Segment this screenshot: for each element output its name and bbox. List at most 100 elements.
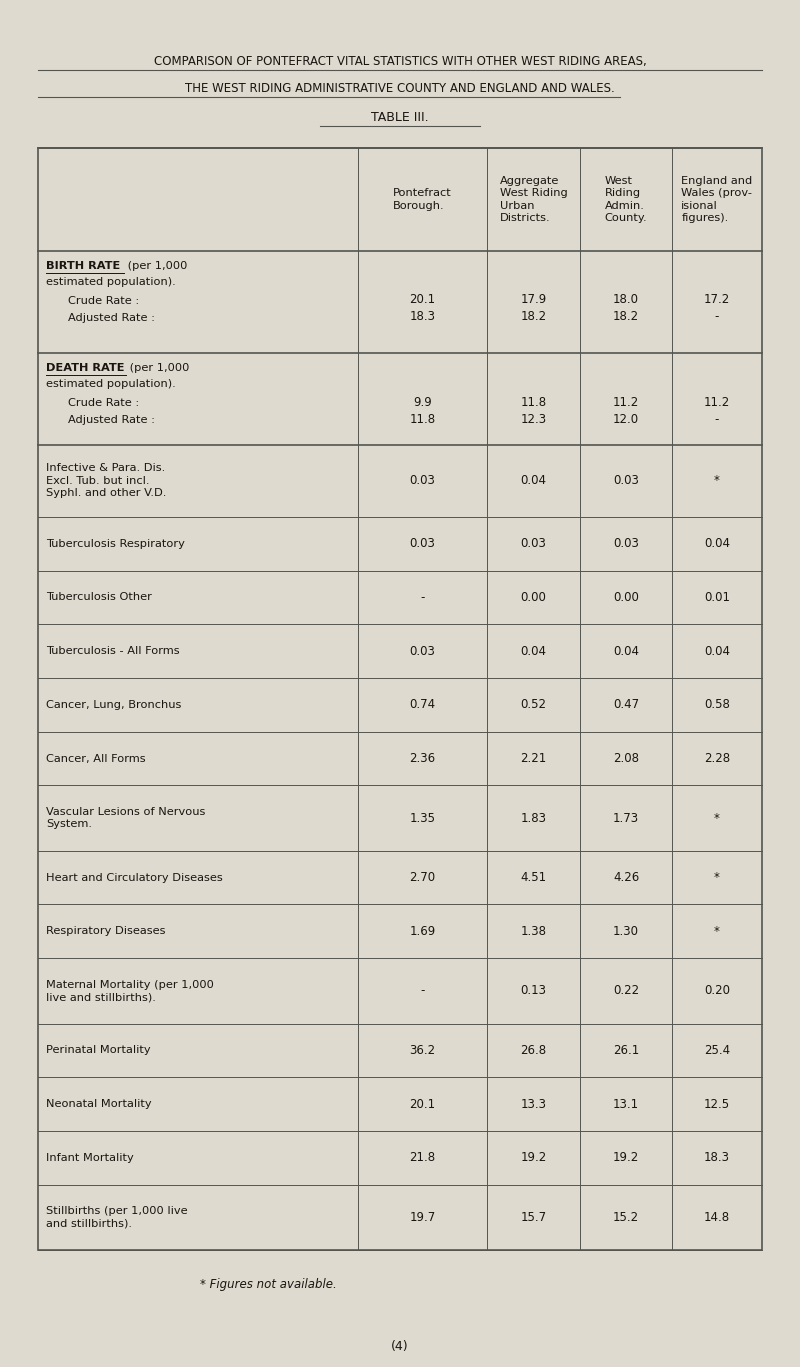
Text: 2.21: 2.21 xyxy=(520,752,546,766)
Text: 20.1: 20.1 xyxy=(410,294,435,306)
Text: 19.7: 19.7 xyxy=(410,1211,436,1223)
Text: 18.3: 18.3 xyxy=(704,1151,730,1165)
Text: Stillbirths (per 1,000 live
and stillbirths).: Stillbirths (per 1,000 live and stillbir… xyxy=(46,1206,188,1229)
Text: 2.28: 2.28 xyxy=(704,752,730,766)
Text: 12.0: 12.0 xyxy=(613,413,639,427)
Text: 0.03: 0.03 xyxy=(410,474,435,487)
Text: 11.2: 11.2 xyxy=(613,396,639,409)
Text: 17.2: 17.2 xyxy=(704,294,730,306)
Text: 0.47: 0.47 xyxy=(613,699,639,711)
Bar xyxy=(38,148,762,1249)
Text: Infant Mortality: Infant Mortality xyxy=(46,1152,134,1163)
Text: Respiratory Diseases: Respiratory Diseases xyxy=(46,927,166,936)
Text: THE WEST RIDING ADMINISTRATIVE COUNTY AND ENGLAND AND WALES.: THE WEST RIDING ADMINISTRATIVE COUNTY AN… xyxy=(185,82,615,94)
Text: 25.4: 25.4 xyxy=(704,1044,730,1057)
Text: 36.2: 36.2 xyxy=(410,1044,435,1057)
Text: Heart and Circulatory Diseases: Heart and Circulatory Diseases xyxy=(46,872,222,883)
Text: 2.08: 2.08 xyxy=(613,752,639,766)
Text: 1.38: 1.38 xyxy=(521,925,546,938)
Text: Tuberculosis Respiratory: Tuberculosis Respiratory xyxy=(46,539,185,548)
Text: 0.03: 0.03 xyxy=(410,537,435,551)
Text: 0.04: 0.04 xyxy=(704,537,730,551)
Text: *: * xyxy=(714,474,720,487)
Text: 15.7: 15.7 xyxy=(521,1211,546,1223)
Text: 0.58: 0.58 xyxy=(704,699,730,711)
Text: 14.8: 14.8 xyxy=(704,1211,730,1223)
Text: 0.20: 0.20 xyxy=(704,984,730,998)
Text: 1.30: 1.30 xyxy=(613,925,639,938)
Text: estimated population).: estimated population). xyxy=(46,380,176,390)
Text: Cancer, Lung, Bronchus: Cancer, Lung, Bronchus xyxy=(46,700,182,709)
Text: 26.8: 26.8 xyxy=(521,1044,546,1057)
Text: West
Riding
Admin.
County.: West Riding Admin. County. xyxy=(605,176,647,223)
Text: 0.13: 0.13 xyxy=(521,984,546,998)
Text: Crude Rate :: Crude Rate : xyxy=(68,398,139,409)
Text: 1.83: 1.83 xyxy=(521,812,546,824)
Text: Vascular Lesions of Nervous
System.: Vascular Lesions of Nervous System. xyxy=(46,807,206,830)
Text: Adjusted Rate :: Adjusted Rate : xyxy=(68,416,155,425)
Text: 9.9: 9.9 xyxy=(413,396,432,409)
Text: 0.74: 0.74 xyxy=(410,699,435,711)
Text: estimated population).: estimated population). xyxy=(46,276,176,287)
Text: *: * xyxy=(714,871,720,884)
Text: 0.03: 0.03 xyxy=(521,537,546,551)
Text: 12.3: 12.3 xyxy=(521,413,546,427)
Text: 18.2: 18.2 xyxy=(521,310,546,323)
Text: 1.73: 1.73 xyxy=(613,812,639,824)
Text: 18.0: 18.0 xyxy=(613,294,639,306)
Text: 15.2: 15.2 xyxy=(613,1211,639,1223)
Text: Cancer, All Forms: Cancer, All Forms xyxy=(46,753,146,764)
Text: 13.1: 13.1 xyxy=(613,1098,639,1110)
Text: -: - xyxy=(715,310,719,323)
Text: Tuberculosis - All Forms: Tuberculosis - All Forms xyxy=(46,647,180,656)
Text: 0.00: 0.00 xyxy=(521,591,546,604)
Text: 17.9: 17.9 xyxy=(520,294,546,306)
Text: 11.2: 11.2 xyxy=(704,396,730,409)
Text: 1.35: 1.35 xyxy=(410,812,435,824)
Text: 4.26: 4.26 xyxy=(613,871,639,884)
Text: 18.3: 18.3 xyxy=(410,310,435,323)
Text: * Figures not available.: * Figures not available. xyxy=(200,1278,337,1290)
Text: Maternal Mortality (per 1,000
live and stillbirths).: Maternal Mortality (per 1,000 live and s… xyxy=(46,980,214,1002)
Text: 0.03: 0.03 xyxy=(410,645,435,658)
Text: 19.2: 19.2 xyxy=(613,1151,639,1165)
Text: Pontefract
Borough.: Pontefract Borough. xyxy=(393,189,452,211)
Text: 21.8: 21.8 xyxy=(410,1151,435,1165)
Text: 18.2: 18.2 xyxy=(613,310,639,323)
Text: 0.22: 0.22 xyxy=(613,984,639,998)
Text: Adjusted Rate :: Adjusted Rate : xyxy=(68,313,155,323)
Text: -: - xyxy=(715,413,719,427)
Text: 0.04: 0.04 xyxy=(704,645,730,658)
Text: 13.3: 13.3 xyxy=(521,1098,546,1110)
Text: Perinatal Mortality: Perinatal Mortality xyxy=(46,1046,150,1055)
Text: TABLE III.: TABLE III. xyxy=(371,111,429,124)
Text: 0.01: 0.01 xyxy=(704,591,730,604)
Text: (per 1,000: (per 1,000 xyxy=(124,261,187,271)
Text: 4.51: 4.51 xyxy=(521,871,546,884)
Text: 12.5: 12.5 xyxy=(704,1098,730,1110)
Text: 20.1: 20.1 xyxy=(410,1098,435,1110)
Text: 0.52: 0.52 xyxy=(521,699,546,711)
Text: Tuberculosis Other: Tuberculosis Other xyxy=(46,592,152,603)
Text: (per 1,000: (per 1,000 xyxy=(126,364,190,373)
Text: Crude Rate :: Crude Rate : xyxy=(68,295,139,306)
Text: COMPARISON OF PONTEFRACT VITAL STATISTICS WITH OTHER WEST RIDING AREAS,: COMPARISON OF PONTEFRACT VITAL STATISTIC… xyxy=(154,55,646,68)
Text: 0.03: 0.03 xyxy=(613,474,639,487)
Text: 1.69: 1.69 xyxy=(410,925,436,938)
Text: (4): (4) xyxy=(391,1340,409,1353)
Text: 0.03: 0.03 xyxy=(613,537,639,551)
Text: *: * xyxy=(714,812,720,824)
Text: 19.2: 19.2 xyxy=(520,1151,546,1165)
Text: 11.8: 11.8 xyxy=(521,396,546,409)
Text: Aggregate
West Riding
Urban
Districts.: Aggregate West Riding Urban Districts. xyxy=(500,176,567,223)
Text: DEATH RATE: DEATH RATE xyxy=(46,364,125,373)
Text: England and
Wales (prov-
isional
figures).: England and Wales (prov- isional figures… xyxy=(682,176,753,223)
Text: 0.04: 0.04 xyxy=(521,645,546,658)
Text: -: - xyxy=(420,591,425,604)
Text: 0.04: 0.04 xyxy=(521,474,546,487)
Text: 11.8: 11.8 xyxy=(410,413,435,427)
Text: -: - xyxy=(420,984,425,998)
Text: Neonatal Mortality: Neonatal Mortality xyxy=(46,1099,152,1109)
Text: 2.36: 2.36 xyxy=(410,752,435,766)
Text: 0.00: 0.00 xyxy=(613,591,639,604)
